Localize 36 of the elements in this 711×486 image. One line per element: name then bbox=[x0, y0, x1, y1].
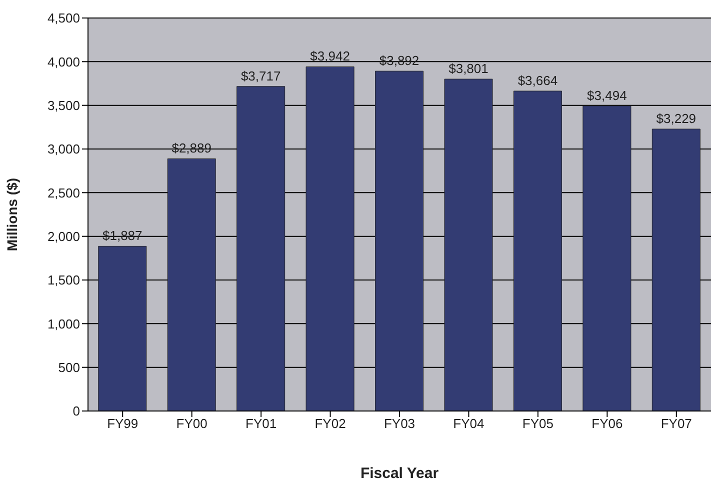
bar bbox=[167, 158, 216, 411]
x-tick-label: FY02 bbox=[314, 416, 346, 432]
data-label: $3,942 bbox=[310, 48, 350, 64]
bar bbox=[582, 106, 632, 411]
bar bbox=[652, 128, 700, 411]
x-tick-label: FY00 bbox=[176, 416, 208, 432]
bar bbox=[375, 70, 424, 411]
data-label: $3,494 bbox=[587, 88, 627, 103]
y-tick-label: 2,500 bbox=[47, 185, 80, 200]
y-tick-label: 0 bbox=[72, 404, 80, 419]
x-axis-title: Fiscal Year bbox=[360, 465, 439, 482]
x-tick-label: FY03 bbox=[384, 416, 416, 432]
data-label: $3,664 bbox=[518, 73, 558, 88]
y-tick-label: 3,500 bbox=[47, 98, 80, 113]
y-tick-label: 1,000 bbox=[47, 316, 80, 332]
x-tick-label: FY05 bbox=[522, 416, 554, 432]
bar bbox=[306, 66, 354, 411]
bar bbox=[513, 90, 562, 411]
x-tick-label: FY06 bbox=[592, 416, 623, 432]
bar bbox=[98, 246, 147, 411]
y-axis-title: Millions ($) bbox=[4, 178, 20, 252]
bar bbox=[444, 78, 493, 411]
bar bbox=[236, 86, 286, 411]
x-tick-label: FY07 bbox=[660, 416, 692, 432]
data-label: $3,801 bbox=[448, 61, 488, 76]
x-tick-label: FY01 bbox=[246, 416, 277, 432]
y-tick-label: 3,000 bbox=[47, 142, 80, 157]
data-label: $3,229 bbox=[656, 111, 696, 126]
y-tick-label: 500 bbox=[58, 360, 80, 375]
y-tick-label: 4,000 bbox=[47, 54, 80, 70]
x-tick-label: FY99 bbox=[107, 416, 138, 432]
y-tick-label: 4,500 bbox=[47, 10, 80, 26]
x-tick-label: FY04 bbox=[453, 416, 484, 432]
data-label: $3,717 bbox=[240, 68, 281, 84]
y-tick-label: 1,500 bbox=[47, 272, 80, 288]
y-tick-label: 2,000 bbox=[47, 228, 80, 244]
